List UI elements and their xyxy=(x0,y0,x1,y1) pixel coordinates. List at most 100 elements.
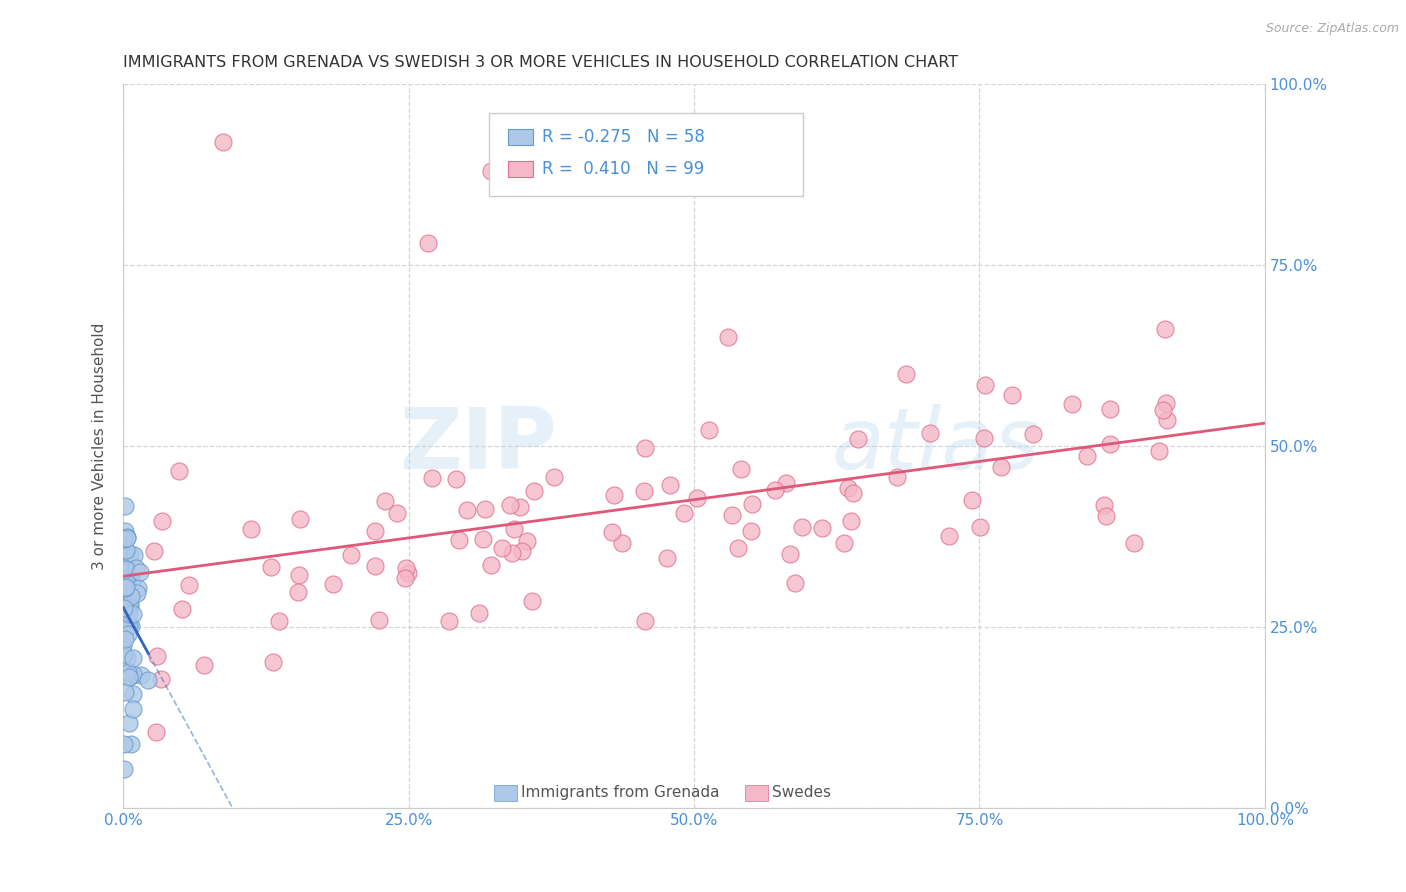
Point xyxy=(112,737,135,751)
Point xyxy=(114,685,136,699)
Text: Source: ZipAtlas.com: Source: ZipAtlas.com xyxy=(1265,22,1399,36)
Point xyxy=(523,484,546,499)
Point xyxy=(118,547,141,561)
Point xyxy=(363,524,385,538)
Point xyxy=(387,506,409,520)
Point xyxy=(115,581,138,595)
Point xyxy=(121,687,143,701)
Point xyxy=(479,558,502,573)
Point xyxy=(118,599,141,613)
Point xyxy=(114,574,136,588)
Point xyxy=(118,670,141,684)
Point xyxy=(1156,396,1178,410)
Point xyxy=(1021,426,1043,441)
Point xyxy=(118,607,141,621)
Bar xyxy=(495,785,517,801)
Point xyxy=(602,488,624,502)
Point xyxy=(918,426,941,441)
Point xyxy=(120,668,142,682)
Point xyxy=(740,524,762,539)
Text: R = -0.275   N = 58: R = -0.275 N = 58 xyxy=(543,128,706,145)
Point xyxy=(600,524,623,539)
Point xyxy=(395,561,418,575)
Point xyxy=(727,541,749,555)
Point xyxy=(112,639,135,653)
Point xyxy=(1123,536,1146,550)
Point xyxy=(122,651,145,665)
Point xyxy=(491,541,513,555)
Point xyxy=(741,497,763,511)
Point xyxy=(118,617,141,632)
Point xyxy=(146,648,169,663)
Point xyxy=(211,135,233,149)
Point xyxy=(456,503,478,517)
Point xyxy=(138,673,160,687)
Point xyxy=(394,571,416,585)
Point xyxy=(720,508,742,522)
Point xyxy=(779,547,801,561)
Point xyxy=(367,613,389,627)
Point xyxy=(122,702,145,716)
Point xyxy=(124,548,146,562)
Point xyxy=(322,576,344,591)
Point xyxy=(790,520,813,534)
Point xyxy=(439,614,461,628)
Point xyxy=(117,618,139,632)
Text: R =  0.410   N = 99: R = 0.410 N = 99 xyxy=(543,160,704,178)
Point xyxy=(499,498,522,512)
Point xyxy=(1149,443,1171,458)
Point xyxy=(969,520,991,534)
Point xyxy=(112,575,135,590)
Point xyxy=(122,607,145,621)
Point xyxy=(120,596,142,610)
Point xyxy=(686,491,709,505)
Point xyxy=(673,506,696,520)
Point xyxy=(150,672,173,686)
Point xyxy=(112,647,135,661)
Point xyxy=(124,560,146,574)
Point xyxy=(516,533,538,548)
Point xyxy=(167,464,190,478)
Point xyxy=(501,546,523,560)
Point xyxy=(363,558,385,573)
Point xyxy=(114,554,136,568)
Point xyxy=(240,522,263,536)
Point xyxy=(468,607,491,621)
Point xyxy=(763,483,786,497)
Point xyxy=(143,544,166,558)
Point xyxy=(509,500,531,515)
Point xyxy=(612,536,634,550)
Point xyxy=(129,667,152,681)
Point xyxy=(474,502,496,516)
Point xyxy=(717,330,740,344)
Point xyxy=(1154,322,1177,336)
Point xyxy=(288,512,311,526)
Point xyxy=(1076,449,1098,463)
Text: ZIP: ZIP xyxy=(399,404,557,487)
Point xyxy=(522,594,544,608)
Point xyxy=(125,585,148,599)
Point xyxy=(633,614,655,628)
Point xyxy=(503,522,526,536)
Point xyxy=(112,574,135,588)
Point xyxy=(115,531,138,545)
Point xyxy=(472,532,495,546)
Point xyxy=(262,655,284,669)
Point xyxy=(145,725,167,739)
Point xyxy=(115,663,138,677)
Point xyxy=(117,627,139,641)
Point xyxy=(117,716,139,731)
Point xyxy=(193,658,215,673)
Point xyxy=(150,514,173,528)
Point xyxy=(886,470,908,484)
Point xyxy=(127,581,149,595)
Point xyxy=(730,461,752,475)
Point xyxy=(634,442,657,456)
Point xyxy=(396,566,419,580)
Point xyxy=(128,565,150,579)
Point xyxy=(1060,397,1083,411)
Text: Swedes: Swedes xyxy=(772,785,831,799)
Point xyxy=(973,431,995,445)
Point xyxy=(974,378,997,392)
Point xyxy=(112,600,135,615)
